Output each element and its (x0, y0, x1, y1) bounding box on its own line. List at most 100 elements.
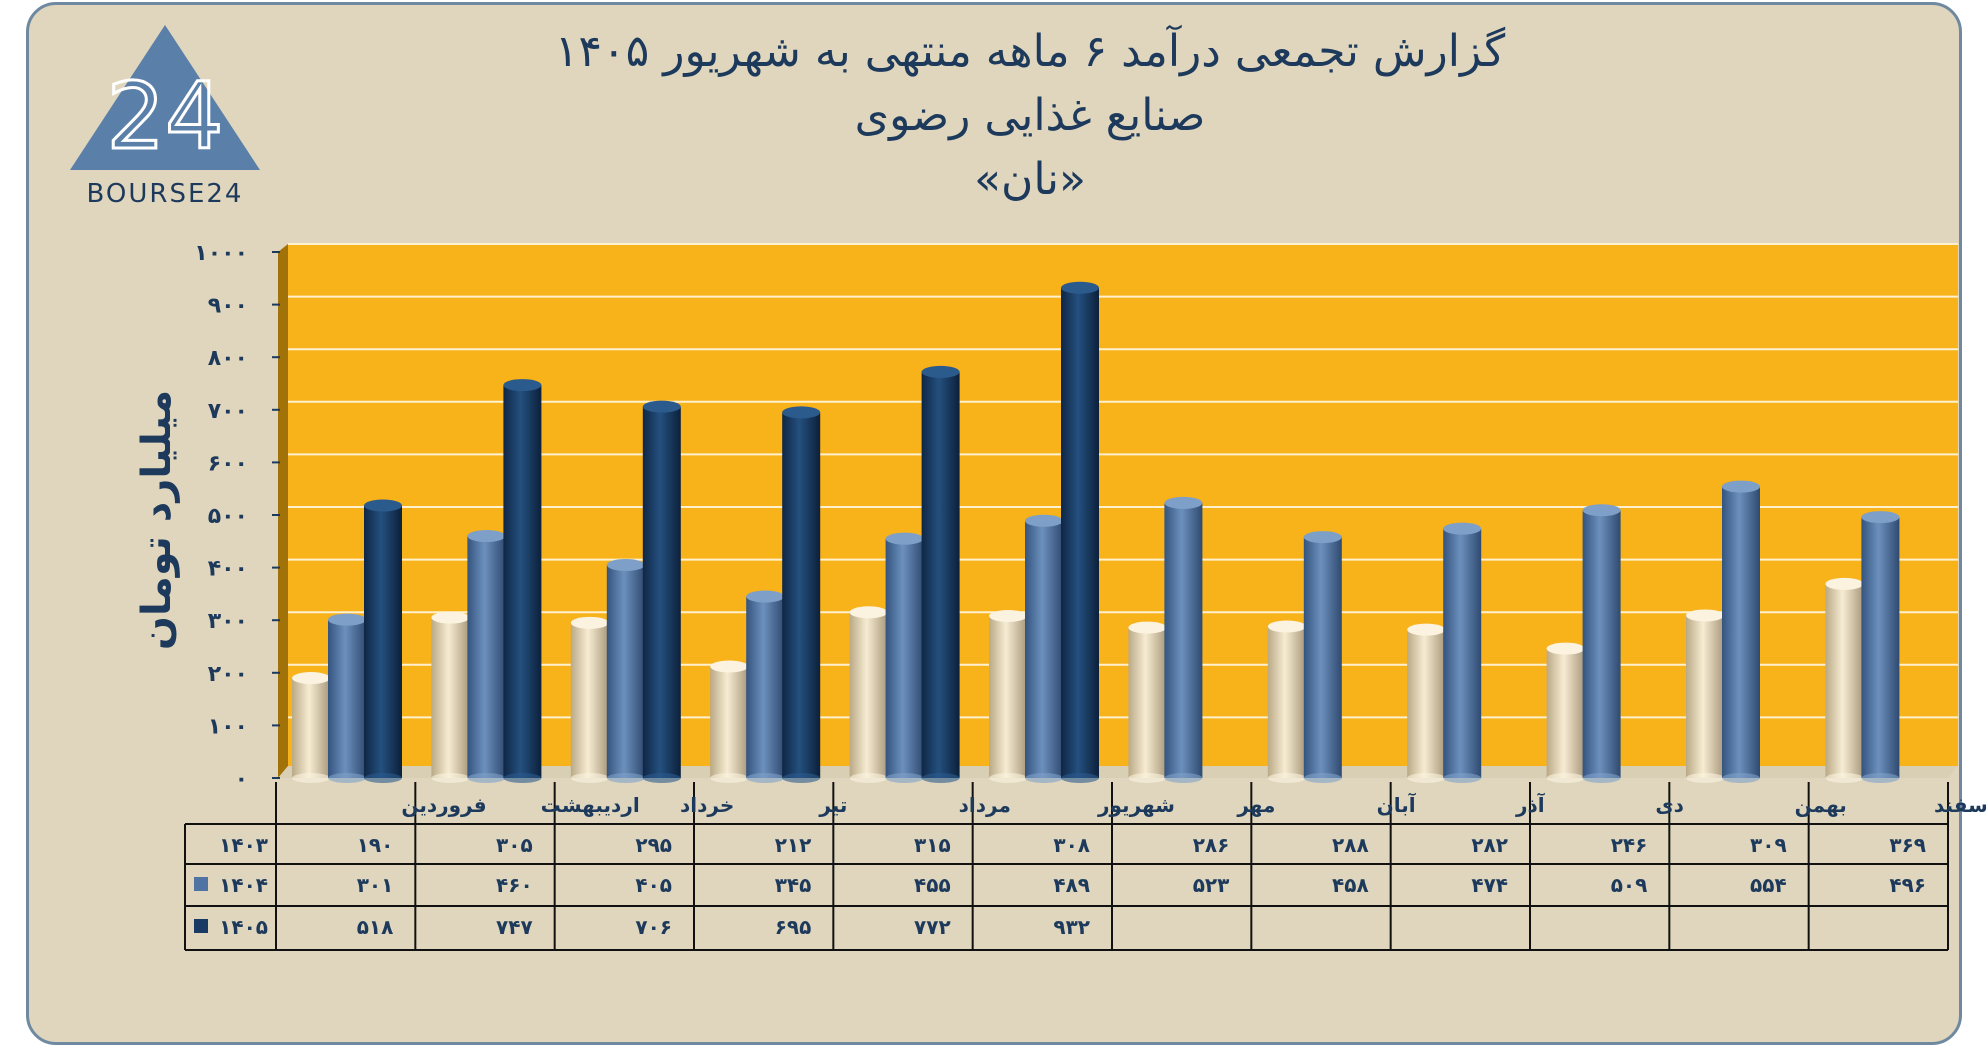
bar-۱۴۰۳-10 (1686, 615, 1724, 778)
bar-۱۴۰۳-6 (1128, 627, 1167, 778)
data-label: ۲۴۶ (1611, 833, 1648, 857)
data-label: ۳۰۸ (1053, 833, 1090, 857)
data-label: ۲۱۲ (775, 833, 812, 857)
bar-base-۱۴۰۵-1 (503, 773, 542, 783)
bar-top-۱۴۰۵-5 (1061, 281, 1099, 294)
bar-top-۱۴۰۳-8 (1407, 623, 1446, 636)
data-label: ۱۹۰ (357, 833, 394, 857)
bar-۱۴۰۳-5 (989, 615, 1027, 778)
bar-top-۱۴۰۴-2 (606, 558, 645, 571)
data-label: ۲۸۶ (1193, 833, 1230, 857)
data-label: ۲۸۲ (1471, 833, 1508, 857)
bar-top-۱۴۰۴-6 (1164, 496, 1203, 509)
bar-base-۱۴۰۵-2 (642, 773, 681, 783)
category-label: مهر (1236, 793, 1275, 817)
y-tick-label: ۹۰۰ (208, 294, 248, 319)
bar-top-۱۴۰۵-2 (642, 400, 681, 413)
bar-۱۴۰۳-8 (1407, 629, 1446, 778)
y-tick-label: ۱۰۰۰ (194, 241, 248, 266)
bar-top-۱۴۰۴-7 (1303, 531, 1342, 544)
category-label: آبان (1377, 792, 1417, 817)
category-label: خرداد (680, 793, 734, 817)
bar-base-۱۴۰۵-0 (364, 773, 402, 783)
bar-top-۱۴۰۳-10 (1686, 609, 1724, 622)
bar-top-۱۴۰۳-7 (1267, 620, 1306, 633)
bar-base-۱۴۰۴-11 (1861, 773, 1900, 783)
bar-۱۴۰۳-7 (1267, 626, 1306, 778)
bar-۱۴۰۴-6 (1164, 502, 1203, 778)
bar-base-۱۴۰۴-0 (328, 773, 366, 783)
y-tick-label: ۷۰۰ (208, 399, 248, 424)
data-label: ۴۵۵ (914, 873, 951, 897)
bar-base-۱۴۰۵-5 (1061, 773, 1099, 783)
bar-top-۱۴۰۳-6 (1128, 621, 1167, 634)
bar-top-۱۴۰۴-5 (1025, 514, 1063, 527)
data-label: ۵۱۸ (357, 915, 394, 939)
title-line-3: «نان» (974, 154, 1086, 205)
title-line-2: صنایع غذایی رضوی (854, 90, 1206, 141)
bar-top-۱۴۰۵-4 (921, 365, 960, 378)
bar-۱۴۰۴-4 (885, 538, 924, 778)
plot-floor (278, 766, 1958, 778)
bar-top-۱۴۰۴-3 (746, 590, 785, 603)
data-label: ۴۰۵ (635, 873, 672, 897)
bar-base-۱۴۰۳-6 (1128, 773, 1167, 783)
bar-base-۱۴۰۳-0 (292, 773, 330, 783)
data-label: ۶۹۵ (775, 915, 812, 939)
series-name: ۱۴۰۴ (219, 873, 268, 897)
legend-key-۱۴۰۵ (194, 919, 208, 933)
data-label: ۳۰۹ (1750, 833, 1787, 857)
plot-side-wall (278, 244, 288, 778)
bar-base-۱۴۰۴-8 (1443, 773, 1482, 783)
bar-۱۴۰۴-3 (746, 596, 785, 778)
bar-base-۱۴۰۳-2 (570, 773, 609, 783)
data-label: ۲۸۸ (1332, 833, 1369, 857)
chart-title: گزارش تجمعی درآمد ۶ ماهه منتهی به شهریور… (430, 20, 1630, 212)
bar-۱۴۰۴-7 (1303, 537, 1342, 778)
data-label: ۳۰۵ (496, 833, 533, 857)
y-tick-label: ۰ (235, 767, 248, 792)
series-name: ۱۴۰۳ (219, 833, 268, 857)
bar-۱۴۰۴-11 (1861, 517, 1900, 778)
bar-۱۴۰۵-5 (1061, 287, 1099, 778)
data-label: ۵۲۳ (1193, 873, 1230, 897)
data-label: ۷۷۲ (914, 915, 951, 939)
bourse24-logo: 24 BOURSE24 (70, 25, 260, 209)
bar-base-۱۴۰۳-8 (1407, 773, 1446, 783)
data-label: ۴۸۹ (1053, 873, 1090, 897)
bar-top-۱۴۰۳-3 (710, 660, 749, 673)
bar-۱۴۰۴-2 (606, 564, 645, 778)
bar-۱۴۰۴-1 (467, 536, 506, 778)
data-label: ۴۹۶ (1889, 873, 1926, 897)
series-name: ۱۴۰۵ (219, 915, 268, 939)
bar-base-۱۴۰۴-4 (885, 773, 924, 783)
data-label: ۵۵۴ (1750, 873, 1787, 897)
data-label: ۹۳۲ (1053, 915, 1090, 939)
data-label: ۷۴۷ (496, 915, 533, 939)
bar-base-۱۴۰۳-10 (1686, 773, 1724, 783)
category-label: فروردین (401, 793, 486, 817)
bar-top-۱۴۰۴-0 (328, 613, 366, 626)
bar-top-۱۴۰۳-5 (989, 609, 1027, 622)
data-label: ۴۵۸ (1332, 873, 1369, 897)
data-label: ۵۰۹ (1611, 873, 1648, 897)
y-tick-label: ۸۰۰ (208, 346, 248, 371)
data-label: ۴۶۰ (496, 873, 533, 897)
category-label: آذر (1515, 792, 1546, 817)
category-label: مرداد (959, 793, 1011, 817)
bar-top-۱۴۰۴-9 (1582, 504, 1621, 517)
bar-top-۱۴۰۴-10 (1722, 480, 1760, 493)
y-tick-label: ۳۰۰ (208, 609, 248, 634)
y-tick-label: ۴۰۰ (208, 557, 248, 582)
plot-area (288, 244, 1958, 766)
category-label: تیر (818, 793, 847, 817)
bar-top-۱۴۰۴-1 (467, 530, 506, 543)
logo-brand-text: BOURSE24 (87, 179, 244, 209)
bar-base-۱۴۰۴-5 (1025, 773, 1063, 783)
bar-base-۱۴۰۴-3 (746, 773, 785, 783)
bar-base-۱۴۰۴-1 (467, 773, 506, 783)
bar-base-۱۴۰۵-4 (921, 773, 960, 783)
bar-۱۴۰۴-5 (1025, 520, 1063, 778)
category-label: شهریور (1097, 793, 1175, 817)
bar-top-۱۴۰۵-0 (364, 499, 402, 512)
